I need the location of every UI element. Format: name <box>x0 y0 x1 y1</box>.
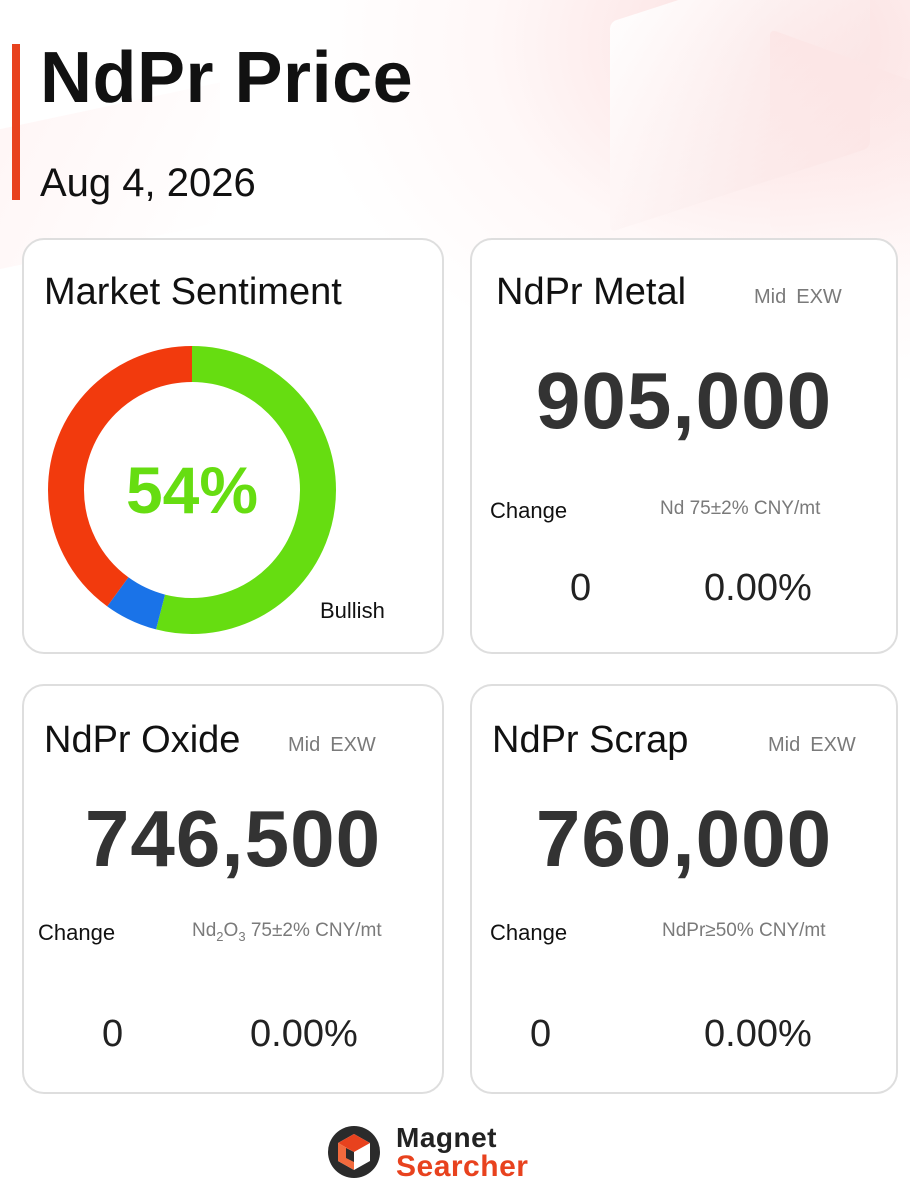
ndpr-oxide-change-abs: 0 <box>102 1013 124 1055</box>
ndpr-metal-title: NdPr Metal <box>496 271 687 313</box>
title-accent-bar <box>12 44 20 200</box>
ndpr-oxide-tags: Mid EXW <box>288 734 376 757</box>
ndpr-scrap-spec: NdPr≥50% CNY/mt <box>662 920 826 941</box>
market-sentiment-title: Market Sentiment <box>44 271 342 313</box>
logo-text-searcher: Searcher <box>396 1150 529 1183</box>
ndpr-scrap-price: 760,000 <box>535 794 833 883</box>
ndpr-metal-spec: Nd 75±2% CNY/mt <box>660 498 821 519</box>
ndpr-scrap-change-label: Change <box>490 920 568 945</box>
donut-segment-bearish <box>48 346 336 634</box>
ndpr-scrap-change-pct: 0.00% <box>704 1013 812 1055</box>
ndpr-metal-change-label: Change <box>490 498 568 523</box>
ndpr-metal-card: NdPr Metal Mid EXW 905,000 Change Nd 75±2… <box>470 238 898 654</box>
page-title: NdPr Price <box>40 38 414 118</box>
logo-text-magnet: Magnet <box>396 1122 497 1153</box>
ndpr-scrap-card: NdPr Scrap Mid EXW 760,000 Change NdPr≥50… <box>470 684 898 1094</box>
ndpr-oxide-price: 746,500 <box>84 794 382 883</box>
page-date: Aug 4, 2026 <box>40 161 256 205</box>
market-sentiment-card: Market Sentiment 54% Bullish <box>22 238 444 654</box>
ndpr-metal-change-pct: 0.00% <box>704 567 812 609</box>
ndpr-metal-tags: Mid EXW <box>754 286 842 309</box>
ndpr-metal-price: 905,000 <box>535 356 833 445</box>
sentiment-percent: 54% <box>125 453 259 527</box>
ndpr-oxide-title: NdPr Oxide <box>44 719 241 761</box>
mid-tag: Mid <box>754 286 787 308</box>
exw-tag: EXW <box>810 734 856 756</box>
magnet-searcher-logo-icon <box>328 1126 380 1178</box>
ndpr-scrap-tags: Mid EXW <box>768 734 856 757</box>
ndpr-oxide-card: NdPr Oxide Mid EXW 746,500 Change Nd2O3 7… <box>22 684 444 1094</box>
ndpr-metal-change-abs: 0 <box>570 567 592 609</box>
sentiment-label-bullish: Bullish <box>320 598 385 623</box>
ndpr-scrap-change-abs: 0 <box>530 1013 552 1055</box>
mid-tag: Mid <box>288 734 321 756</box>
ndpr-scrap-title: NdPr Scrap <box>492 719 689 761</box>
mid-tag: Mid <box>768 734 801 756</box>
ndpr-oxide-spec: Nd2O3 75±2% CNY/mt <box>192 920 382 944</box>
ndpr-oxide-change-pct: 0.00% <box>250 1013 358 1055</box>
exw-tag: EXW <box>796 286 842 308</box>
exw-tag: EXW <box>330 734 376 756</box>
ndpr-oxide-change-label: Change <box>38 920 116 945</box>
sentiment-donut-chart <box>48 346 336 634</box>
